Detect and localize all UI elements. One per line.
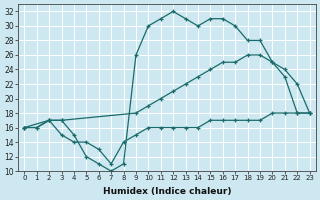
X-axis label: Humidex (Indice chaleur): Humidex (Indice chaleur) — [103, 187, 231, 196]
